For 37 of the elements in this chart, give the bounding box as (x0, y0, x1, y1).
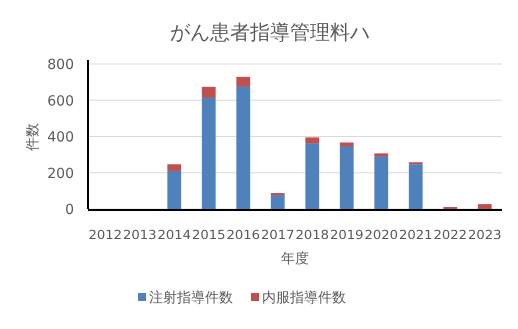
bar (340, 146, 354, 209)
x-tick-label: 2022 (434, 227, 467, 242)
y-tick-label: 600 (47, 93, 74, 110)
bar (374, 156, 388, 209)
y-tick-label: 200 (47, 166, 74, 182)
x-tick-label: 2018 (296, 227, 330, 242)
x-tick-label: 2012 (88, 227, 122, 242)
legend-label: 内服指導件数 (262, 290, 346, 306)
bar (270, 195, 285, 209)
bar (374, 153, 388, 156)
x-tick-label: 2015 (192, 227, 226, 242)
y-tick-label: 400 (47, 130, 74, 146)
x-tick-label: 2014 (158, 227, 192, 242)
x-tick-label: 2023 (468, 227, 502, 242)
x-tick-label: 2020 (364, 227, 398, 242)
y-tick-label: 800 (47, 57, 74, 73)
bar (305, 137, 320, 144)
x-tick-label: 2017 (261, 227, 294, 242)
bar (478, 204, 492, 209)
bar (202, 98, 216, 209)
bar (236, 76, 250, 86)
bar (236, 86, 250, 209)
bar (305, 143, 320, 209)
x-tick-label: 2019 (330, 227, 364, 242)
y-tick-label: 0 (65, 202, 74, 218)
x-tick-label: 2013 (123, 227, 156, 242)
bar (340, 142, 354, 146)
chart-title: がん患者指導管理料ハ (170, 20, 370, 44)
x-tick-label: 2016 (226, 227, 260, 242)
bar (408, 164, 423, 209)
x-axis-title: 年度 (281, 251, 309, 267)
legend-label: 注射指導件数 (149, 290, 233, 306)
bar (167, 164, 182, 171)
x-tick-label: 2021 (399, 227, 432, 242)
bar (167, 170, 182, 209)
y-axis-title: 件数 (25, 123, 41, 151)
bar (202, 86, 216, 98)
